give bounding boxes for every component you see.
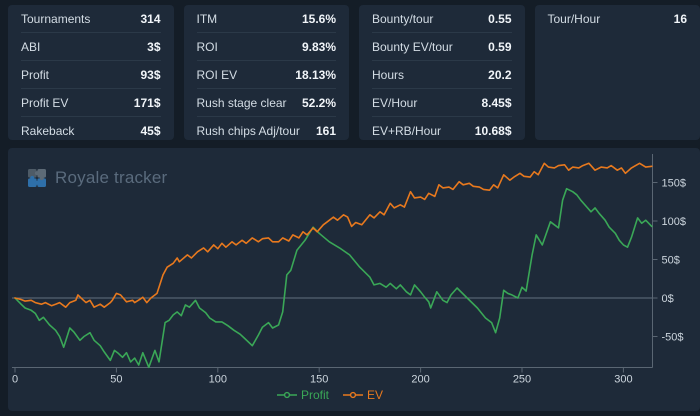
stat-label: ITM [196,11,218,26]
ev-line [14,162,653,308]
stat-value: 16 [673,11,687,26]
stat-row: ABI 3$ [21,33,161,61]
stat-value: 9.83% [301,39,336,54]
stat-label: Tournaments [21,11,91,26]
x-tick-label: 200 [411,374,429,386]
stat-value: 10.68$ [474,123,512,138]
chart-legend: Profit EV [8,388,652,402]
stat-value: 314 [140,11,161,26]
stat-label: Profit [21,67,50,82]
stat-label: Bounty/tour [372,11,434,26]
stat-row: ROI 9.83% [196,33,336,61]
stat-label: Tour/Hour [547,11,601,26]
stats-card-rates: ITM 15.6% ROI 9.83% ROI EV 18.13% Rush stage c… [183,5,349,140]
stat-value: 93$ [140,67,161,82]
stat-label: ABI [21,39,41,54]
stat-label: Rush chips Adj/tour [196,123,300,138]
stats-card-general: Tournaments 314 ABI 3$ Profit 93$ Profit EV 171… [8,5,174,140]
x-tick-label: 0 [12,374,18,386]
stat-row: Tournaments 314 [21,5,161,33]
stat-value: 45$ [140,123,161,138]
stat-row: Rakeback 45$ [21,117,161,140]
stat-label: Rush stage clear [196,95,287,110]
legend-marker-icon [276,391,297,399]
stat-row: EV/Hour 8.45$ [372,89,512,117]
stat-value: 3$ [147,39,161,54]
stat-value: 52.2% [301,95,336,110]
stat-row: EV+RB/Hour 10.68$ [372,117,512,140]
legend-label: Profit [300,388,329,402]
stat-value: 0.55 [488,11,512,26]
profit-line [14,187,653,369]
stat-value: 8.45$ [481,95,512,110]
stat-row: Profit 93$ [21,61,161,89]
stat-row: Rush stage clear 52.2% [196,89,336,117]
profit-ev-chart[interactable]: 150$ 100$ 50$ 0$ -50$ 0 50 100 150 200 250 300 [8,148,700,411]
stat-value: 161 [315,123,336,138]
stat-value: 15.6% [301,11,336,26]
y-tick-label: 100$ [662,216,686,228]
stat-row: Rush chips Adj/tour 161 [197,117,337,140]
stat-label: ROI EV [196,67,238,82]
y-tick-label: -50$ [662,332,684,344]
stat-row: Hours 20.2 [372,61,512,89]
results-chart-card: 150$ 100$ 50$ 0$ -50$ 0 50 100 150 200 250 300 Roya… [8,148,700,411]
x-tick-label: 250 [513,374,531,386]
stat-value: 0.59 [488,39,512,54]
stat-label: Rakeback [21,123,75,138]
stat-label: Hours [372,67,405,82]
stats-panel-row: Tournaments 314 ABI 3$ Profit 93$ Profit EV 171… [8,5,700,140]
stat-row: Tour/Hour 16 [548,5,688,32]
stat-label: ROI [196,39,218,54]
stats-card-bounty: Bounty/tour 0.55 Bounty EV/tour 0.59 Hours 20… [359,5,525,140]
stat-row: ROI EV 18.13% [196,61,336,89]
stat-label: EV+RB/Hour [372,123,442,138]
stat-label: EV/Hour [372,95,418,110]
stat-value: 171$ [133,95,161,110]
stats-card-pace: Tour/Hour 16 [534,5,700,140]
stat-value: 18.13% [295,67,336,82]
y-tick-label: 50$ [662,255,680,267]
x-tick-label: 50 [110,374,122,386]
legend-item-ev[interactable]: EV [343,388,383,402]
y-tick-label: 0$ [662,293,674,305]
stat-row: ITM 15.6% [196,5,336,33]
stat-row: Bounty/tour 0.55 [372,5,512,33]
legend-item-profit[interactable]: Profit [276,388,329,402]
y-tick-label: 150$ [662,178,686,190]
stat-row: Bounty EV/tour 0.59 [372,33,512,61]
stat-label: Profit EV [21,95,69,110]
stat-label: Bounty EV/tour [372,39,453,54]
stat-value: 20.2 [488,67,512,82]
legend-label: EV [367,388,384,402]
stat-row: Profit EV 171$ [21,89,161,117]
x-tick-label: 150 [310,374,328,386]
x-tick-label: 300 [614,374,632,386]
x-tick-label: 100 [209,374,227,386]
legend-marker-icon [343,391,363,399]
